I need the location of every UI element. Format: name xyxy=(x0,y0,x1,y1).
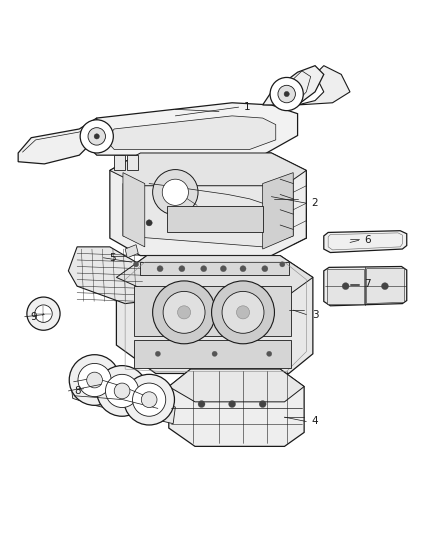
Circle shape xyxy=(278,85,295,103)
Text: 4: 4 xyxy=(312,416,318,426)
Circle shape xyxy=(270,77,303,111)
Text: 5: 5 xyxy=(109,253,115,263)
Circle shape xyxy=(162,179,188,205)
Circle shape xyxy=(267,351,272,357)
Circle shape xyxy=(163,292,205,333)
Circle shape xyxy=(280,262,285,267)
Circle shape xyxy=(342,282,349,289)
Circle shape xyxy=(141,392,157,408)
Polygon shape xyxy=(110,153,306,256)
Circle shape xyxy=(134,262,139,267)
Circle shape xyxy=(201,265,207,272)
Polygon shape xyxy=(68,247,145,304)
Circle shape xyxy=(106,374,139,408)
Polygon shape xyxy=(169,369,304,446)
Polygon shape xyxy=(263,173,293,249)
Polygon shape xyxy=(114,155,125,171)
Circle shape xyxy=(133,383,166,416)
Polygon shape xyxy=(141,262,289,275)
Circle shape xyxy=(240,265,246,272)
Polygon shape xyxy=(110,153,306,185)
Circle shape xyxy=(152,281,215,344)
Circle shape xyxy=(27,297,60,330)
Circle shape xyxy=(114,383,130,399)
Polygon shape xyxy=(117,256,313,374)
Polygon shape xyxy=(166,206,263,231)
Text: 8: 8 xyxy=(74,386,81,396)
Polygon shape xyxy=(327,269,364,304)
Circle shape xyxy=(381,282,389,289)
Text: 1: 1 xyxy=(244,102,251,112)
Circle shape xyxy=(222,292,264,333)
Polygon shape xyxy=(324,231,407,253)
Circle shape xyxy=(87,372,102,388)
Circle shape xyxy=(157,265,163,272)
Polygon shape xyxy=(134,286,291,336)
Circle shape xyxy=(97,366,148,416)
Polygon shape xyxy=(125,245,138,258)
Circle shape xyxy=(212,351,217,357)
Polygon shape xyxy=(324,266,407,306)
Text: 9: 9 xyxy=(30,312,37,322)
Polygon shape xyxy=(169,369,304,402)
Polygon shape xyxy=(123,173,145,247)
Circle shape xyxy=(69,354,120,405)
Polygon shape xyxy=(79,103,297,155)
Circle shape xyxy=(198,400,205,408)
Polygon shape xyxy=(106,116,276,149)
Polygon shape xyxy=(127,155,138,171)
Circle shape xyxy=(259,400,266,408)
Circle shape xyxy=(94,134,99,139)
Polygon shape xyxy=(367,269,405,304)
Circle shape xyxy=(220,265,226,272)
Circle shape xyxy=(229,400,236,408)
Text: 3: 3 xyxy=(312,310,318,319)
Polygon shape xyxy=(263,66,324,105)
Circle shape xyxy=(80,120,113,153)
Circle shape xyxy=(179,265,185,272)
Text: 2: 2 xyxy=(312,198,318,208)
Circle shape xyxy=(212,281,275,344)
Circle shape xyxy=(146,220,152,226)
Circle shape xyxy=(124,374,174,425)
Polygon shape xyxy=(123,173,293,247)
Circle shape xyxy=(152,169,198,215)
Circle shape xyxy=(88,128,106,145)
Polygon shape xyxy=(18,118,97,164)
Circle shape xyxy=(177,306,191,319)
Circle shape xyxy=(284,92,289,96)
Text: 6: 6 xyxy=(364,235,371,245)
Polygon shape xyxy=(134,340,291,368)
Circle shape xyxy=(35,305,52,322)
Text: 7: 7 xyxy=(364,279,371,289)
Polygon shape xyxy=(297,66,350,105)
Polygon shape xyxy=(71,379,175,424)
Circle shape xyxy=(262,265,268,272)
Circle shape xyxy=(155,351,160,357)
Polygon shape xyxy=(117,256,313,295)
Circle shape xyxy=(237,306,250,319)
Circle shape xyxy=(78,364,111,397)
